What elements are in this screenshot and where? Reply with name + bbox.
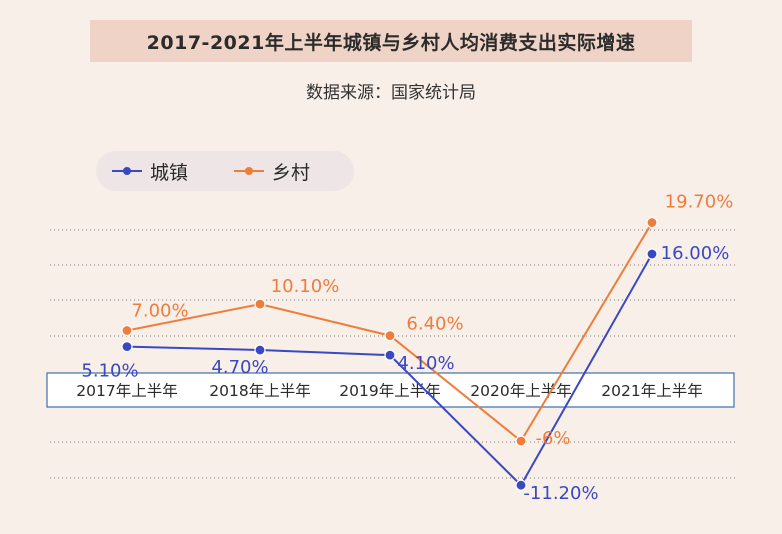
data-point-rural-4: [646, 216, 658, 229]
legend-marker-urban-icon: [112, 167, 142, 175]
x-tick-label-0: 2017年上半年: [76, 382, 177, 400]
legend-item-rural: 乡村: [232, 158, 310, 185]
data-point-urban-2: [384, 349, 396, 361]
data-point-urban-1: [254, 344, 266, 356]
chart-title: 2017-2021年上半年城镇与乡村人均消费支出实际增速: [146, 31, 636, 54]
legend-marker-rural-icon: [234, 167, 265, 175]
data-point-urban-0: [121, 341, 133, 353]
x-tick-label-3: 2020年上半年: [470, 382, 571, 400]
data-label-rural-0: 7.00%: [131, 301, 188, 322]
data-point-rural-0: [121, 324, 133, 337]
data-label-urban-0: 5.10%: [81, 361, 138, 382]
legend-item-urban: 城镇: [110, 158, 188, 185]
data-label-urban-4: 16.00%: [661, 243, 730, 264]
data-point-urban-3: [515, 479, 527, 491]
chart-title-banner: 2017-2021年上半年城镇与乡村人均消费支出实际增速: [90, 20, 692, 62]
data-label-rural-3: -6%: [535, 428, 570, 449]
series-line-urban: [126, 253, 653, 487]
legend-label-rural: 乡村: [272, 161, 311, 184]
x-axis-box: [46, 372, 735, 408]
data-point-rural-3: [515, 435, 527, 447]
legend-label-urban: 城镇: [150, 161, 189, 184]
x-tick-label-2: 2019年上半年: [339, 382, 440, 400]
data-point-urban-4: [646, 248, 658, 260]
data-label-rural-4: 19.70%: [665, 192, 734, 213]
x-tick-label-1: 2018年上半年: [209, 382, 310, 400]
data-point-rural-2: [384, 330, 396, 342]
chart-legend: 城镇 乡村: [96, 151, 354, 191]
data-label-rural-2: 6.40%: [406, 314, 463, 335]
chart-source: 数据来源：国家统计局: [306, 83, 476, 103]
x-tick-label-4: 2021年上半年: [601, 382, 702, 400]
data-label-urban-2: 4.10%: [397, 353, 454, 374]
data-label-urban-1: 4.70%: [211, 357, 268, 378]
data-label-urban-3: -11.20%: [523, 483, 598, 504]
data-label-rural-1: 10.10%: [271, 276, 340, 297]
data-point-rural-1: [254, 298, 266, 310]
